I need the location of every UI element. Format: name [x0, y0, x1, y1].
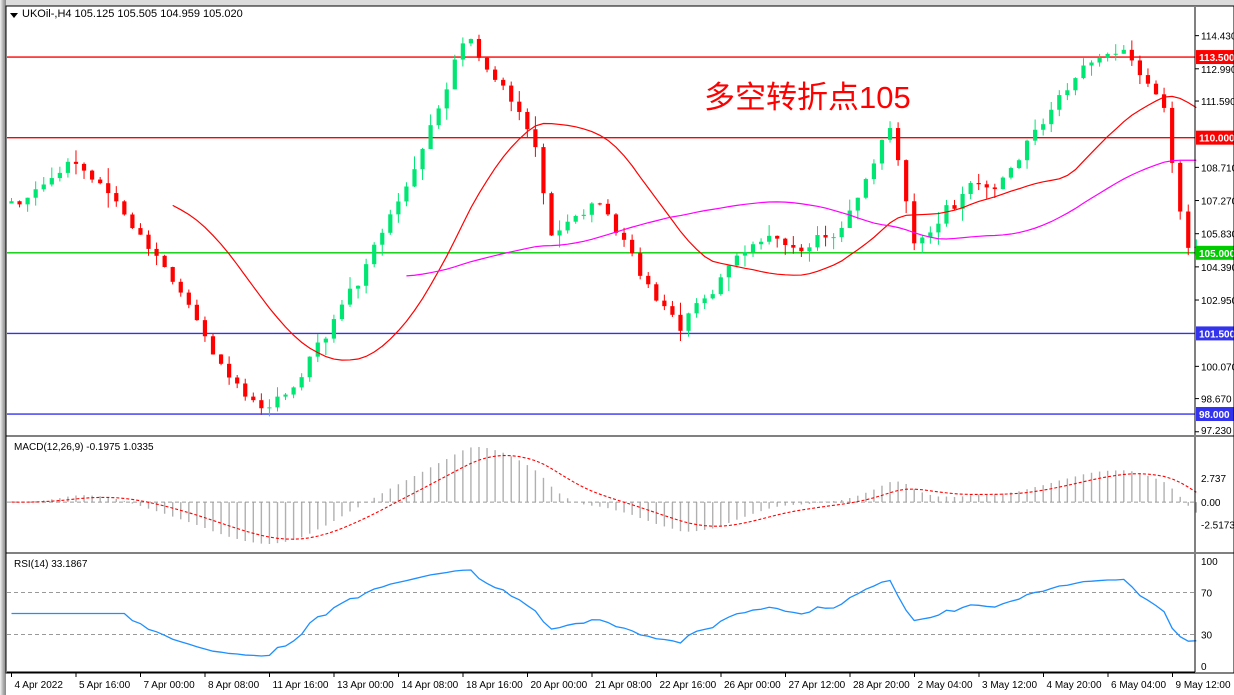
svg-text:9 May 12:00: 9 May 12:00 — [1176, 680, 1231, 691]
svg-text:5 Apr 16:00: 5 Apr 16:00 — [79, 680, 131, 691]
svg-text:28 Apr 20:00: 28 Apr 20:00 — [853, 680, 910, 691]
svg-text:26 Apr 00:00: 26 Apr 00:00 — [724, 680, 781, 691]
svg-text:6 May 04:00: 6 May 04:00 — [1111, 680, 1166, 691]
svg-text:114.430: 114.430 — [1201, 32, 1234, 43]
svg-text:13 Apr 00:00: 13 Apr 00:00 — [337, 680, 394, 691]
svg-text:22 Apr 16:00: 22 Apr 16:00 — [660, 680, 717, 691]
svg-text:100: 100 — [1201, 557, 1218, 568]
svg-text:70: 70 — [1201, 589, 1213, 600]
svg-text:112.990: 112.990 — [1201, 65, 1234, 76]
svg-text:97.230: 97.230 — [1201, 426, 1232, 437]
svg-text:0: 0 — [1201, 662, 1207, 673]
svg-text:30: 30 — [1201, 631, 1213, 642]
svg-text:105.830: 105.830 — [1201, 230, 1234, 241]
svg-text:98.670: 98.670 — [1201, 395, 1232, 406]
svg-text:14 Apr 08:00: 14 Apr 08:00 — [402, 680, 459, 691]
svg-text:11 Apr 16:00: 11 Apr 16:00 — [273, 680, 329, 691]
svg-text:21 Apr 08:00: 21 Apr 08:00 — [595, 680, 652, 691]
svg-text:多空转折点105: 多空转折点105 — [704, 80, 911, 115]
svg-text:111.590: 111.590 — [1201, 97, 1234, 108]
svg-text:4 May 20:00: 4 May 20:00 — [1047, 680, 1102, 691]
svg-text:UKOil-,H4 105.125 105.505 104: UKOil-,H4 105.125 105.505 104.959 105.02… — [22, 8, 243, 20]
svg-text:104.390: 104.390 — [1201, 263, 1234, 274]
svg-text:113.500: 113.500 — [1199, 53, 1234, 64]
svg-text:105.000: 105.000 — [1199, 249, 1234, 260]
svg-text:4 Apr 2022: 4 Apr 2022 — [15, 680, 64, 691]
svg-text:3 May 12:00: 3 May 12:00 — [982, 680, 1037, 691]
svg-text:98.000: 98.000 — [1199, 410, 1230, 421]
svg-text:8 Apr 08:00: 8 Apr 08:00 — [208, 680, 260, 691]
svg-text:0.00: 0.00 — [1201, 498, 1221, 509]
svg-text:110.000: 110.000 — [1199, 134, 1234, 145]
svg-text:-2.5173: -2.5173 — [1201, 520, 1234, 531]
svg-text:108.710: 108.710 — [1201, 163, 1234, 174]
svg-text:27 Apr 12:00: 27 Apr 12:00 — [789, 680, 846, 691]
svg-text:2 May 04:00: 2 May 04:00 — [918, 680, 973, 691]
svg-text:20 Apr 00:00: 20 Apr 00:00 — [531, 680, 588, 691]
svg-text:107.270: 107.270 — [1201, 197, 1234, 208]
svg-text:7 Apr 00:00: 7 Apr 00:00 — [144, 680, 196, 691]
svg-text:RSI(14) 33.1867: RSI(14) 33.1867 — [14, 559, 88, 570]
svg-text:100.070: 100.070 — [1201, 362, 1234, 373]
svg-text:101.500: 101.500 — [1199, 329, 1234, 340]
svg-text:MACD(12,26,9) -0.1975 1.0335: MACD(12,26,9) -0.1975 1.0335 — [14, 442, 154, 453]
svg-text:2.737: 2.737 — [1201, 474, 1226, 485]
svg-text:102.950: 102.950 — [1201, 296, 1234, 307]
svg-text:18 Apr 16:00: 18 Apr 16:00 — [466, 680, 523, 691]
